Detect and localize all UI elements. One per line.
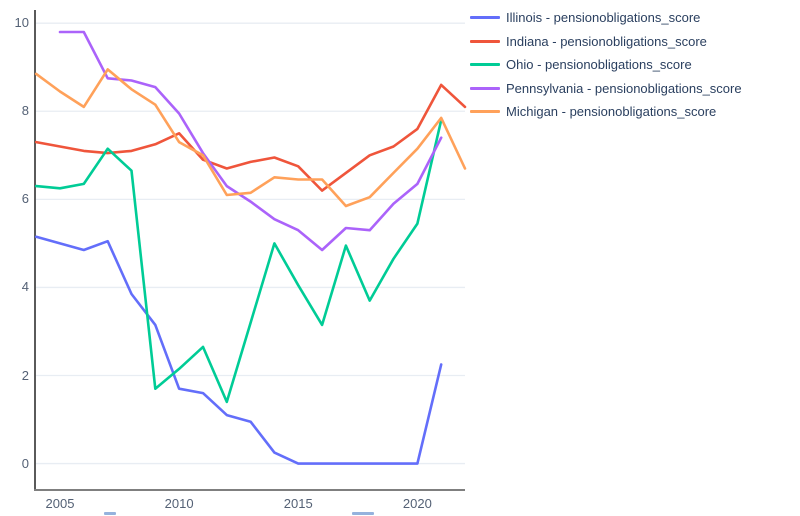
series-line-illinois [34, 235, 443, 465]
legend-line-swatch [470, 11, 500, 24]
legend-line-color [470, 39, 500, 43]
legend-line-color [470, 110, 500, 114]
y-tick-label: 4 [21, 279, 29, 295]
legend-item-michigan[interactable]: Michigan - pensionobligations_score [470, 100, 742, 124]
legend-item-indiana[interactable]: Indiana - pensionobligations_score [470, 30, 742, 54]
x-tick-label: 2015 [283, 496, 313, 511]
y-tick-label: 0 [21, 455, 29, 471]
legend: Illinois - pensionobligations_score India… [470, 6, 742, 124]
legend-label: Indiana - pensionobligations_score [506, 33, 707, 49]
legend-item-ohio[interactable]: Ohio - pensionobligations_score [470, 53, 742, 77]
x-tick-label: 2020 [402, 496, 432, 511]
x-tick-label: 2005 [45, 496, 75, 511]
legend-line-swatch [470, 35, 500, 48]
y-tick-label: 10 [14, 15, 29, 31]
legend-line-color [470, 86, 500, 90]
legend-line-swatch [470, 58, 500, 71]
clipped-text-fragment [104, 512, 116, 515]
legend-item-pennsylvania[interactable]: Pennsylvania - pensionobligations_score [470, 77, 742, 101]
legend-item-illinois[interactable]: Illinois - pensionobligations_score [470, 6, 742, 30]
legend-label: Illinois - pensionobligations_score [506, 10, 701, 26]
series-line-pennsylvania [58, 30, 443, 252]
legend-label: Pennsylvania - pensionobligations_score [506, 80, 742, 96]
legend-line-color [470, 16, 500, 20]
series-line-indiana [34, 83, 467, 192]
legend-line-swatch [470, 105, 500, 118]
x-tick-label: 2010 [164, 496, 194, 511]
y-tick-label: 6 [21, 191, 29, 207]
y-tick-label: 2 [21, 367, 29, 383]
legend-label: Ohio - pensionobligations_score [506, 57, 692, 73]
legend-line-color [470, 63, 500, 67]
y-tick-label: 8 [21, 103, 29, 119]
clipped-text-fragment [352, 512, 374, 515]
series-line-ohio [34, 118, 443, 404]
legend-label: Michigan - pensionobligations_score [506, 104, 717, 120]
legend-line-swatch [470, 82, 500, 95]
series-line-michigan [34, 68, 467, 208]
